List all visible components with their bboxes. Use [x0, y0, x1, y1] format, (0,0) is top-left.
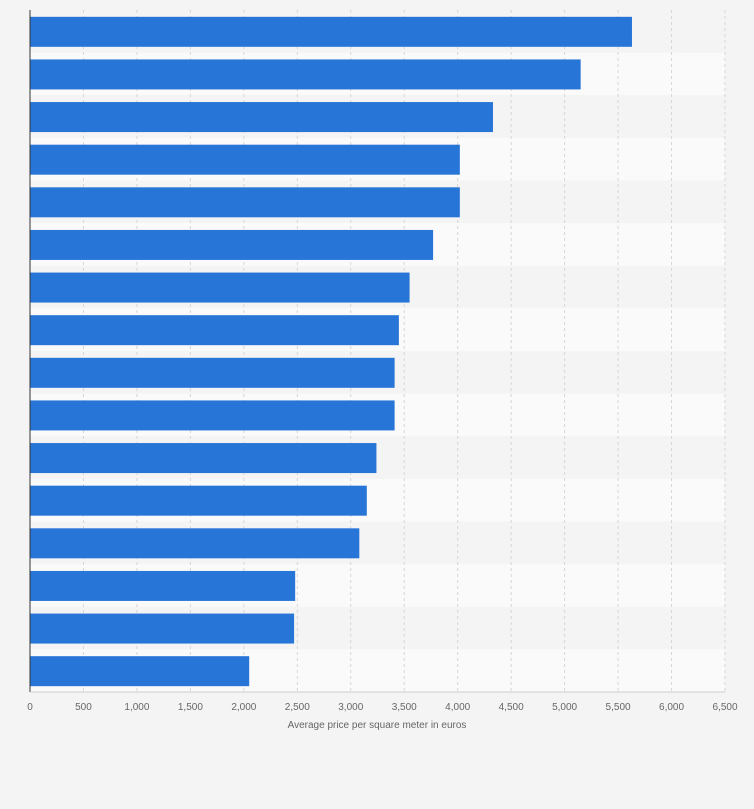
bar[interactable]	[30, 357, 395, 388]
axes	[29, 10, 725, 693]
x-tick-label: 4,000	[445, 702, 470, 713]
x-tick-label: 1,500	[178, 702, 203, 713]
bar[interactable]	[30, 570, 296, 601]
bar[interactable]	[30, 485, 367, 516]
bar[interactable]	[30, 613, 295, 644]
x-tick-label: 5,000	[552, 702, 577, 713]
x-tick-label: 500	[75, 702, 92, 713]
bar[interactable]	[30, 59, 581, 90]
x-tick-label: 2,500	[285, 702, 310, 713]
bar[interactable]	[30, 144, 460, 175]
bar[interactable]	[30, 315, 399, 346]
bar[interactable]	[30, 16, 632, 47]
bar[interactable]	[30, 187, 460, 218]
x-axis-title: Average price per square meter in euros	[288, 720, 467, 731]
bar[interactable]	[30, 528, 360, 559]
x-tick-label: 0	[27, 702, 33, 713]
bar[interactable]	[30, 229, 434, 260]
bar[interactable]	[30, 656, 250, 687]
bars	[30, 16, 632, 687]
x-tick-label: 6,500	[712, 702, 737, 713]
x-tick-label: 4,500	[499, 702, 524, 713]
x-tick-label: 3,500	[392, 702, 417, 713]
x-tick-label: 5,500	[606, 702, 631, 713]
x-tick-label: 1,000	[124, 702, 149, 713]
x-tick-label: 3,000	[338, 702, 363, 713]
bar[interactable]	[30, 272, 410, 303]
x-tick-label: 6,000	[659, 702, 684, 713]
bar[interactable]	[30, 400, 395, 431]
bar[interactable]	[30, 443, 377, 474]
x-tick-labels: 0 500 1,000 1,500 2,000 2,500 3,000 3,500 4,000 4…	[27, 702, 738, 713]
x-tick-label: 2,000	[231, 702, 256, 713]
bar[interactable]	[30, 102, 493, 133]
